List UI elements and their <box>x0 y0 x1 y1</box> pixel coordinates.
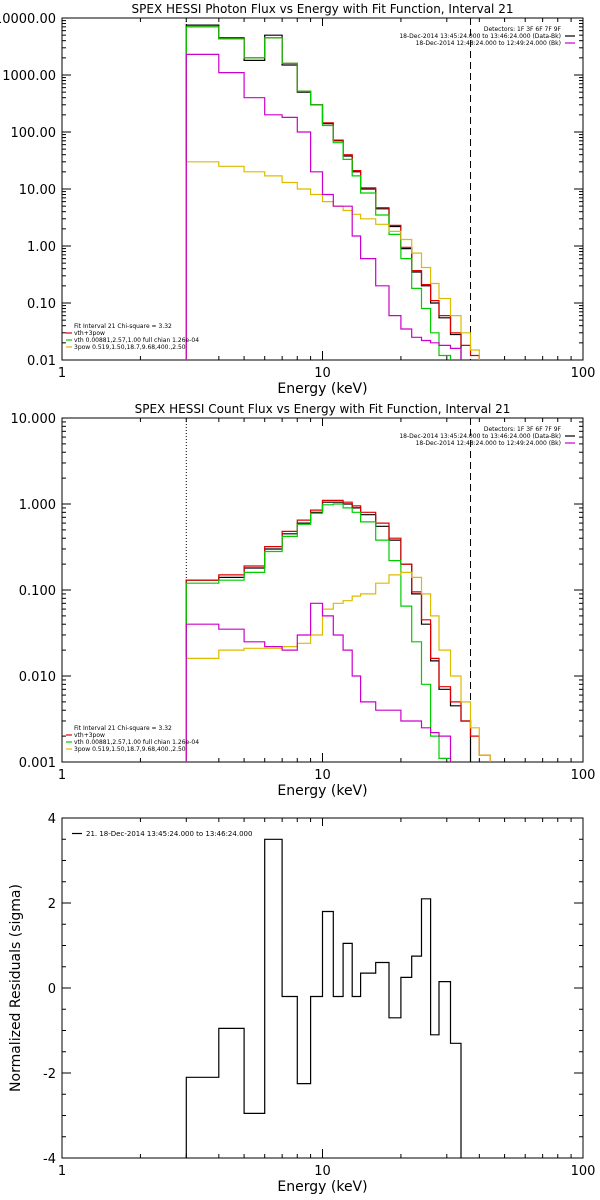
legend-text: vth 0.00881,2.57,1.00 full chian 1.26e-0… <box>74 337 199 344</box>
legend-text: 21. 18-Dec-2014 13:45:24.000 to 13:46:24… <box>86 830 252 838</box>
series-line-1 <box>185 26 480 360</box>
chart-panel-1: SPEX HESSI Photon Flux vs Energy with Fi… <box>0 2 595 397</box>
series-line-2 <box>185 503 452 762</box>
series-line-0 <box>185 838 462 1158</box>
series-line-3 <box>185 571 491 762</box>
series-line-1 <box>185 499 491 762</box>
x-tick-label: 100 <box>571 366 596 381</box>
x-tick-label: 100 <box>571 1164 596 1179</box>
chart-panel-2: SPEX HESSI Count Flux vs Energy with Fit… <box>11 402 596 799</box>
y-tick-label: 0.01 <box>27 354 56 369</box>
y-tick-label: 0.10 <box>27 297 56 312</box>
legend-text: vth+3pow <box>74 732 105 739</box>
y-tick-label: 2 <box>48 897 56 912</box>
y-tick-label: 0.001 <box>19 756 56 771</box>
x-tick-label: 10 <box>314 1164 331 1179</box>
legend-text: Detectors: 1F 3F 6F 7F 9F <box>484 426 562 433</box>
x-axis-label: Energy (keV) <box>277 783 367 799</box>
y-tick-label: 10.00 <box>19 183 56 198</box>
legend-text: 18-Dec-2014 13:45:24.000 to 13:46:24.000… <box>399 433 561 440</box>
y-tick-label: -4 <box>43 1152 56 1167</box>
y-tick-label: 0.010 <box>19 670 56 685</box>
legend-text: 18-Dec-2014 12:48:24.000 to 12:49:24.000… <box>416 440 561 447</box>
series-line-2 <box>185 26 452 360</box>
series-line-0 <box>185 501 472 762</box>
y-tick-label: -2 <box>43 1067 56 1082</box>
x-tick-label: 100 <box>571 768 596 783</box>
y-tick-label: 4 <box>48 812 56 827</box>
legend-text: 3pow 0.519,1.50,18.7,9.68,400.,2.50 <box>74 344 186 351</box>
series-line-4 <box>185 602 452 762</box>
y-tick-label: 0 <box>48 982 56 997</box>
plot-frame <box>61 417 584 763</box>
series-line-4 <box>185 53 462 360</box>
y-tick-label: 0.100 <box>19 584 56 599</box>
chart-panel-3: 1 10 100 Energy (keV) -4 -2 0 2 4 Normalized Resi… <box>8 812 595 1195</box>
legend-text: Fit Interval 21 Chi-square = 3.32 <box>74 725 172 732</box>
x-tick-label: 1 <box>58 366 66 381</box>
legend-text: Detectors: 1F 3F 6F 7F 9F <box>484 26 562 33</box>
legend-text: 3pow 0.519,1.50,18.7,9.68,400.,2.50 <box>74 746 186 753</box>
legend-text: vth+3pow <box>74 330 105 337</box>
x-axis-label: Energy (keV) <box>277 381 367 397</box>
legend-text: vth 0.00881,2.57,1.00 full chian 1.26e-0… <box>74 739 199 746</box>
chart-title: SPEX HESSI Count Flux vs Energy with Fit… <box>135 402 511 416</box>
chart-title: SPEX HESSI Photon Flux vs Energy with Fi… <box>132 2 514 16</box>
y-tick-label: 1.000 <box>19 498 56 513</box>
legend-text: 18-Dec-2014 12:48:24.000 to 12:49:24.000… <box>416 40 561 47</box>
x-axis-label: Energy (keV) <box>277 1179 367 1195</box>
x-tick-label: 1 <box>58 768 66 783</box>
y-tick-label: 10.000 <box>11 412 57 427</box>
y-tick-label: 10000.00 <box>0 12 56 27</box>
x-tick-label: 10 <box>314 768 331 783</box>
y-tick-label: 1.00 <box>27 240 56 255</box>
series-line-3 <box>185 161 480 360</box>
legend-text: Fit Interval 21 Chi-square = 3.32 <box>74 323 172 330</box>
series-line-0 <box>185 24 462 360</box>
y-axis-label: Normalized Residuals (sigma) <box>8 884 24 1092</box>
legend-text: 18-Dec-2014 13:45:24.000 to 13:46:24.000… <box>399 33 561 40</box>
x-tick-label: 1 <box>58 1164 66 1179</box>
y-tick-label: 1000.00 <box>2 69 56 84</box>
x-tick-label: 10 <box>314 366 331 381</box>
y-tick-label: 100.00 <box>11 126 57 141</box>
